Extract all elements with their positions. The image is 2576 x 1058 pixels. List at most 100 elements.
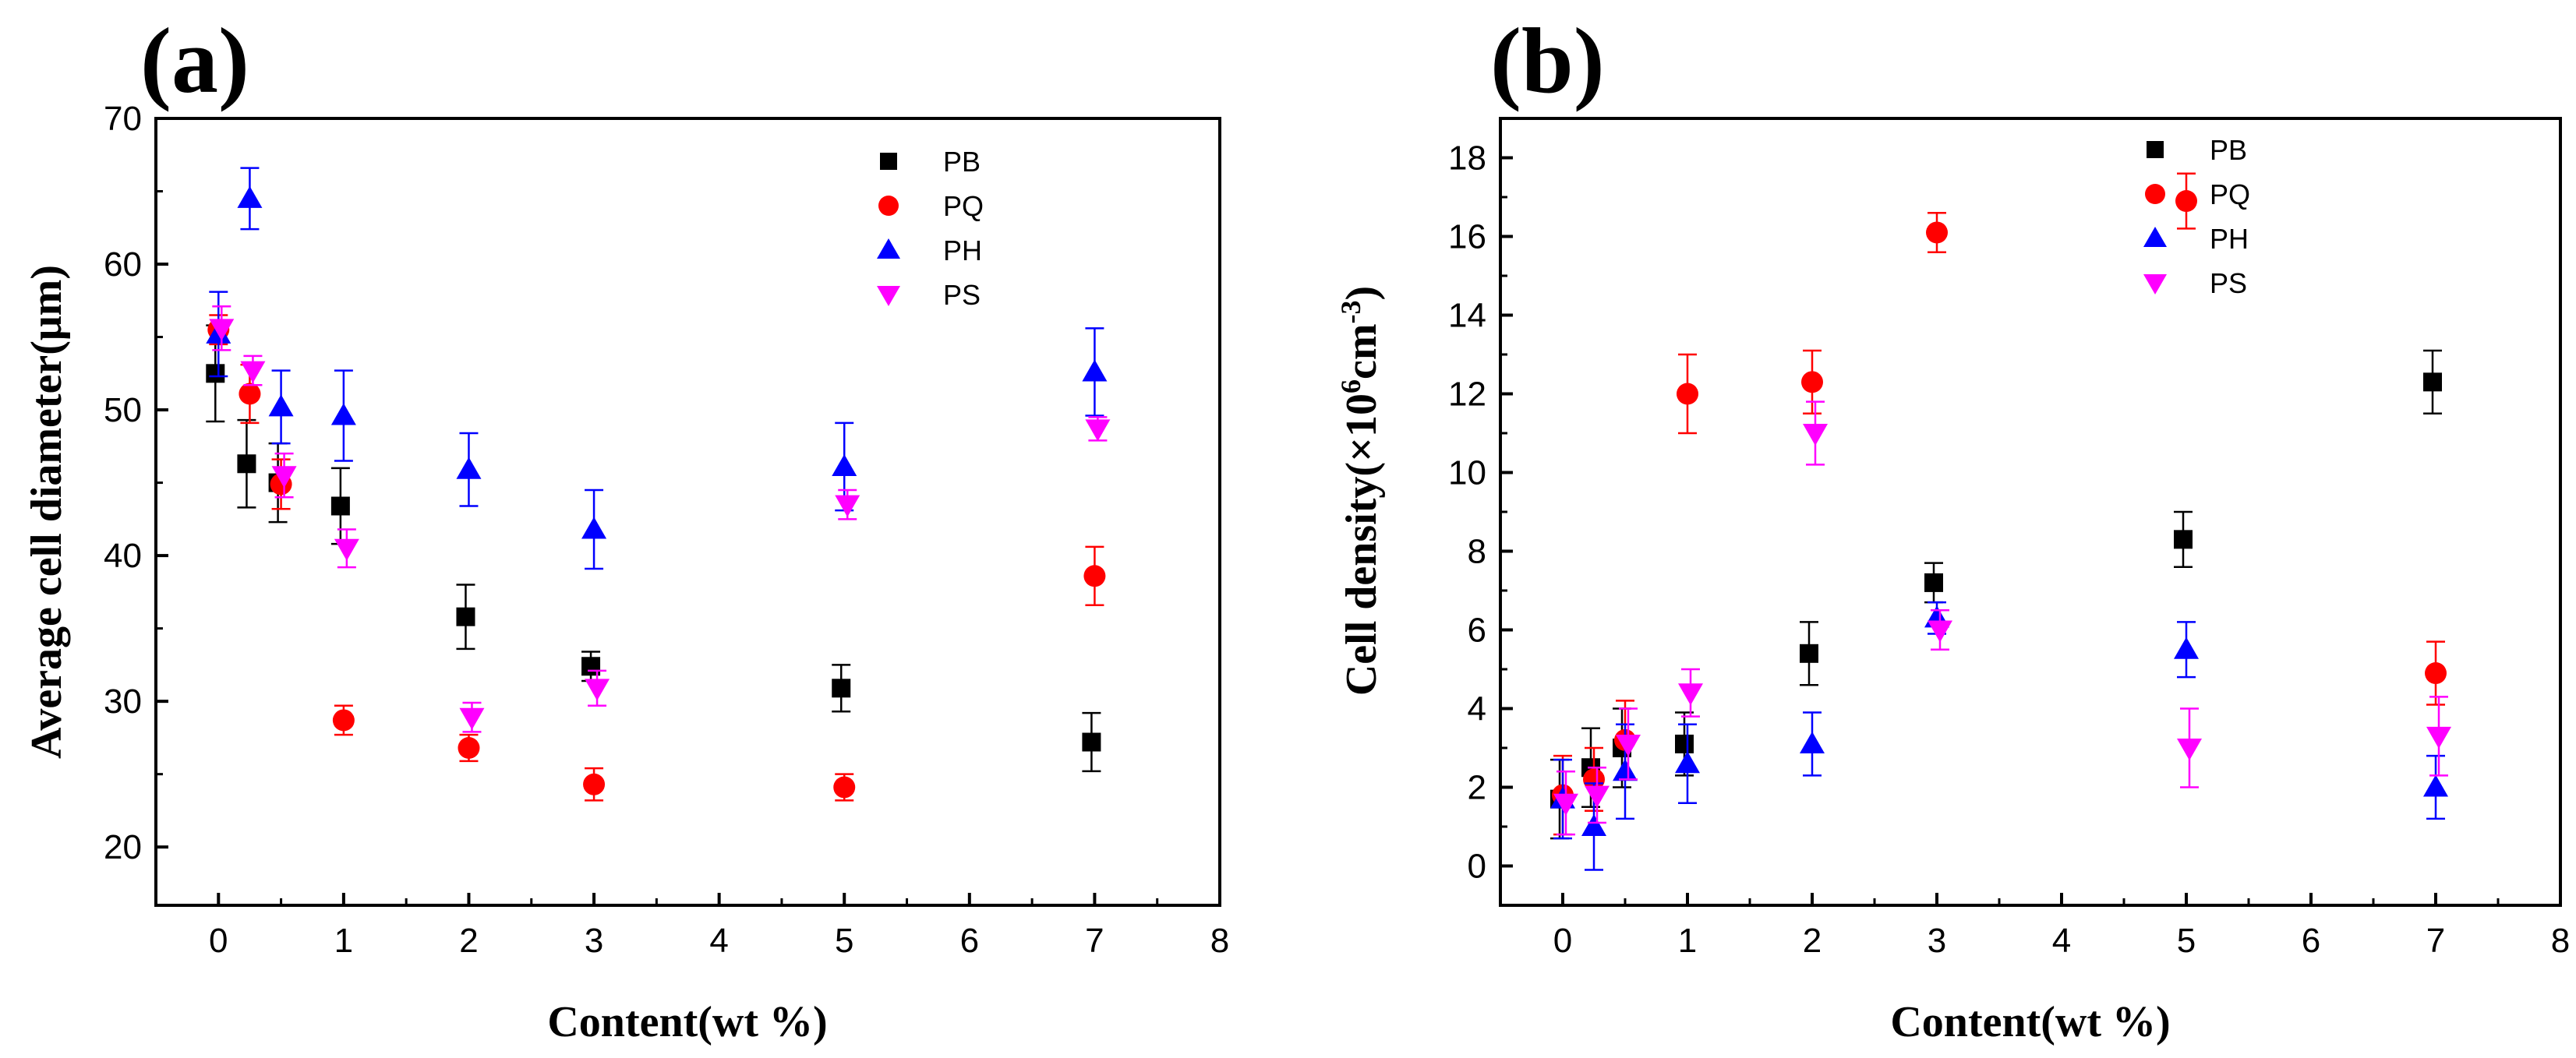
panel-b-pq-point: [1801, 371, 1823, 393]
panel-a-pb-point: [330, 496, 350, 516]
panel-a-y-axis-title: Average cell diameter(μm): [23, 265, 71, 759]
panel-b-ps-point: [1928, 620, 1952, 643]
panel-a-x-tick-label: 4: [709, 922, 728, 960]
panel-b-pb-point: [2174, 530, 2193, 549]
panel-b-y-tick-label: 10: [1448, 454, 1486, 492]
panel-b-legend-label-pq: PQ: [2210, 178, 2250, 210]
panel-a-pq-point: [239, 383, 261, 405]
panel-b-legend-marker-pq: [2145, 184, 2165, 204]
panel-b-ps-point: [2177, 739, 2202, 760]
panel-a-x-tick-label: 1: [334, 922, 353, 960]
panel-a-pb-point: [832, 679, 851, 698]
panel-b-ps-point: [2426, 726, 2451, 749]
panel-b-y-tick-label: 4: [1468, 690, 1486, 728]
panel-b-pb-point: [1924, 573, 1943, 592]
panel-b-x-tick-label: 4: [2052, 922, 2071, 960]
panel-b-pb-point: [1800, 644, 1818, 663]
panel-a-x-tick-label: 5: [835, 922, 853, 960]
panel-a-ph-point: [581, 517, 607, 539]
panel-a-label: (a): [140, 9, 249, 112]
panel-b-x-tick-label: 6: [2302, 922, 2320, 960]
panel-a-pq-point: [458, 737, 480, 759]
panel-b-data-marks: [1550, 172, 2451, 871]
panel-a-ph-point: [832, 454, 857, 477]
panel-a-legend-marker-pq: [878, 196, 899, 216]
panel-b-y-tick-label: 18: [1448, 139, 1486, 178]
panel-b-pq-point: [1926, 221, 1948, 244]
panel-b-legend-label-ph: PH: [2210, 223, 2249, 255]
panel-a-ps-point: [459, 707, 485, 730]
panel-a-axes: 0 1 2 3 4 5 6 7 8 20 30 40 50 60 70: [104, 100, 1229, 960]
panel-a-pb-point: [456, 607, 475, 626]
panel-a-x-tick-label: 6: [960, 922, 979, 960]
panel-a-ph-point: [268, 394, 294, 417]
panel-b-y-axis-title-part-close: ): [1337, 286, 1386, 301]
panel-b-pq-point: [2175, 190, 2197, 213]
panel-a-pb-point: [206, 364, 225, 383]
panel-b-y-axis-title-part-1: Cell density(×10: [1337, 393, 1386, 696]
panel-a-y-tick-label: 30: [104, 682, 142, 721]
panel-b-ps-point: [1616, 734, 1641, 756]
panel-b-plot-frame: [1499, 117, 2562, 907]
panel-a-ps-point: [1085, 419, 1111, 442]
panel-a-pb-point: [237, 454, 256, 474]
panel-a: (a) 0 1 2 3 4 5 6 7 8 20 30 40 50 60 70 PB PQ PH PS Conte…: [23, 9, 1229, 1046]
panel-b-y-tick-label: 16: [1448, 218, 1486, 256]
panel-b-legend-marker-ph: [2143, 227, 2167, 247]
panel-b-ph-point: [2174, 637, 2199, 659]
panel-a-ps-point: [585, 679, 610, 701]
panel-a-y-tick-label: 50: [104, 391, 142, 429]
panel-a-x-tick-label: 2: [459, 922, 478, 960]
panel-b-pq-point: [1677, 383, 1698, 405]
panel-b-legend-marker-ps: [2143, 274, 2167, 294]
panel-a-y-tick-label: 60: [104, 245, 142, 284]
panel-a-ph-point: [237, 185, 263, 208]
panel-a-legend-label-ph: PH: [943, 235, 982, 266]
panel-a-ph-point: [456, 457, 482, 479]
panel-a-pq-point: [1083, 565, 1106, 587]
panel-b-ph-point: [2423, 774, 2448, 797]
panel-a-ps-point: [209, 319, 235, 341]
panel-a-ph-point: [330, 403, 356, 425]
panel-a-legend-marker-pb: [880, 153, 897, 170]
panel-b-pb-point: [2423, 372, 2442, 392]
panel-a-legend-marker-ps: [877, 286, 900, 306]
panel-b-y-axis-title-part-cm: cm: [1337, 324, 1386, 380]
panel-a-series-ps: [209, 305, 1111, 733]
panel-a-pq-point: [583, 773, 606, 795]
panel-b-legend-marker-pb: [2147, 141, 2164, 158]
panel-a-legend-marker-ph: [877, 238, 900, 259]
panel-a-y-tick-label: 20: [104, 828, 142, 866]
panel-a-pq-point: [833, 776, 856, 799]
panel-a-x-tick-label: 0: [209, 922, 228, 960]
panel-a-series-ph: [206, 167, 1108, 570]
panel-b-y-tick-label: 6: [1468, 612, 1486, 650]
panel-b-ph-point: [1613, 759, 1638, 781]
panel-a-x-axis-title: Content(wt %): [547, 998, 827, 1046]
panel-b-label: (b): [1490, 9, 1605, 112]
panel-b-y-tick-label: 2: [1468, 769, 1486, 807]
panel-b-x-tick-label: 0: [1553, 922, 1572, 960]
panel-a-y-tick-label: 70: [104, 100, 142, 138]
panel-b-legend: PB PQ PH PS: [2143, 134, 2250, 299]
panel-b-ph-point: [1675, 751, 1700, 774]
panel-a-ps-point: [334, 538, 359, 561]
panel-a-x-tick-label: 3: [585, 922, 603, 960]
panel-a-ps-point: [240, 361, 266, 383]
panel-b-y-axis-title: Cell density(×106cm-3): [1335, 286, 1386, 696]
panel-b-ps-point: [1553, 793, 1578, 816]
panel-b-ph-point: [1581, 814, 1606, 836]
panel-b-legend-label-pb: PB: [2210, 134, 2247, 166]
panel-a-legend-label-pb: PB: [943, 146, 981, 178]
panel-b-ps-point: [1585, 785, 1610, 808]
panel-b-x-tick-label: 2: [1803, 922, 1822, 960]
panel-b-x-axis-title: Content(wt %): [1890, 998, 2170, 1046]
panel-a-series-pq: [207, 314, 1106, 802]
panel-a-y-tick-label: 40: [104, 537, 142, 575]
panel-b-legend-label-ps: PS: [2210, 267, 2247, 299]
panel-a-ps-point: [835, 495, 860, 517]
panel-b-y-axis-title-exponent-minus-3: -3: [1335, 301, 1366, 324]
panel-a-legend: PB PQ PH PS: [877, 146, 984, 311]
